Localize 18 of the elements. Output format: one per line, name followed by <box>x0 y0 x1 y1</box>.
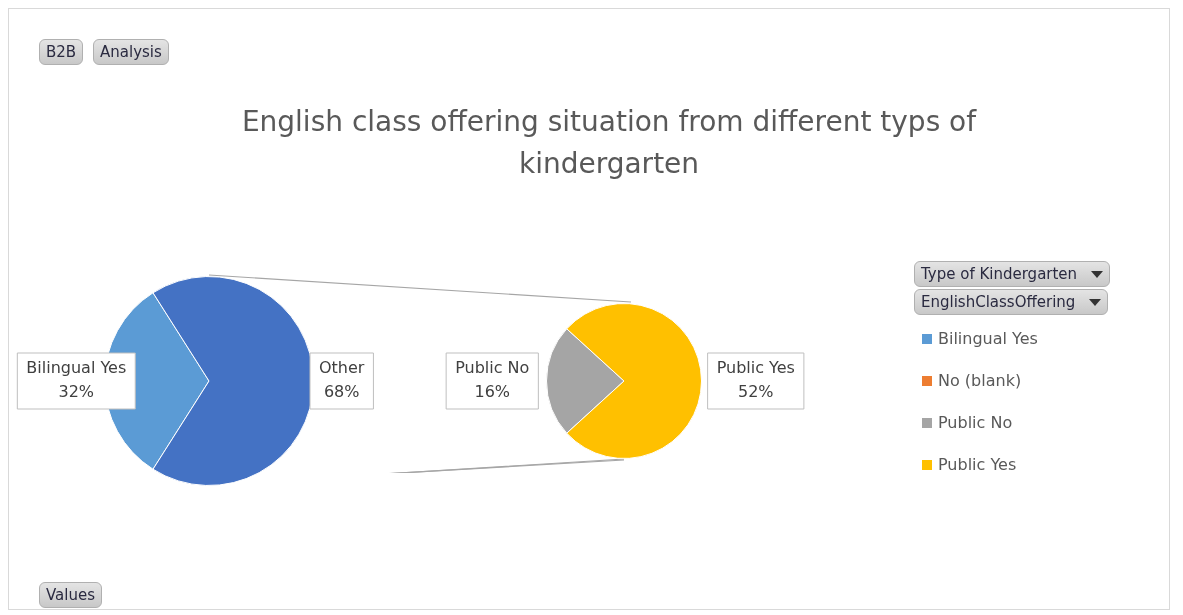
field-button: Analysis <box>93 39 169 65</box>
legend-label: Bilingual Yes <box>938 329 1038 348</box>
legend-label: No (blank) <box>938 371 1022 390</box>
field-button: Values <box>39 582 102 608</box>
text: English class offering situation from different typs of kindergarten <box>240 104 978 182</box>
slice-label: Other <box>319 358 365 378</box>
legend-label: Public Yes <box>938 455 1017 474</box>
data-label: 68% <box>323 382 360 402</box>
legend-label: Public No <box>938 413 1013 432</box>
data-label: 32% <box>58 382 95 402</box>
slice-label: Bilingual Yes <box>26 358 127 378</box>
slice-label: Public No <box>455 358 530 378</box>
slice-label: Public Yes <box>716 358 795 378</box>
field-button: EnglishClassOffering <box>914 289 1109 315</box>
data-label: 16% <box>474 382 511 402</box>
data-label: 52% <box>737 382 774 402</box>
field-button: Type of Kindergarten <box>914 261 1111 287</box>
field-button: B2B <box>39 39 84 65</box>
